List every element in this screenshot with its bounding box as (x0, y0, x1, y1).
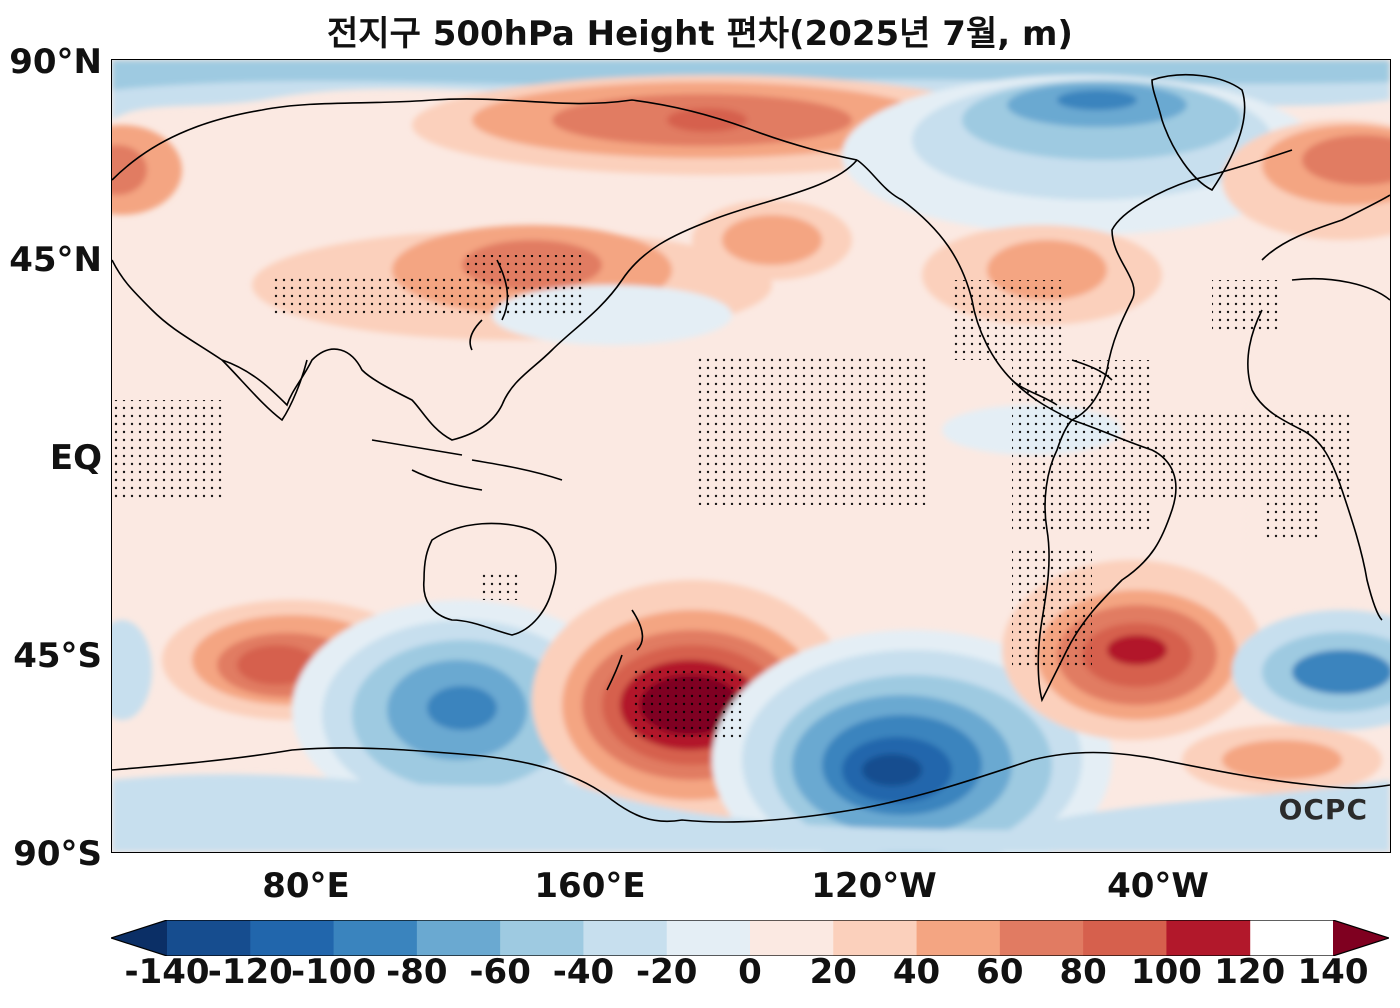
lat-label-90s: 90°S (13, 834, 102, 874)
colorbar-segment (750, 920, 834, 956)
anomaly-map: OCPC (111, 59, 1391, 853)
colorbar-segment (1166, 920, 1251, 956)
anomaly-map-svg (112, 60, 1390, 852)
colorbar-tick-label: -20 (635, 952, 698, 992)
significance-stippling (112, 255, 1352, 740)
colorbar-tick-label: -140 (124, 952, 210, 992)
colorbar-segment (167, 920, 251, 956)
lat-label-45s: 45°S (13, 636, 102, 676)
colorbar-tick-label: -120 (207, 952, 293, 992)
colorbar-tick-label: 60 (976, 952, 1024, 992)
colorbar (111, 920, 1389, 956)
lat-label-45n: 45°N (9, 240, 102, 280)
lat-label-90n: 90°N (9, 42, 102, 82)
colorbar-tick-label: 120 (1214, 952, 1286, 992)
lon-label-120w: 120°W (811, 866, 937, 906)
colorbar-tick-label: 40 (892, 952, 941, 992)
colorbar-tick-label: 80 (1059, 952, 1107, 992)
ocpc-watermark: OCPC (1278, 793, 1368, 826)
colorbar-segment (583, 920, 668, 956)
colorbar-segment (666, 920, 751, 956)
colorbar-tick-label: 20 (809, 952, 857, 992)
colorbar-segment (500, 920, 584, 956)
lon-label-80e: 80°E (262, 866, 350, 906)
colorbar-segment (1083, 920, 1167, 956)
colorbar-tick-label: 100 (1130, 952, 1202, 992)
colorbar-segment (999, 920, 1084, 956)
colorbar-tick-label: 140 (1297, 952, 1369, 992)
lon-label-40w: 40°W (1107, 866, 1209, 906)
colorbar-tick-label: -100 (291, 952, 377, 992)
colorbar-tick-label: 0 (738, 952, 762, 992)
colorbar-tick-label: -40 (552, 952, 615, 992)
map-title: 전지구 500hPa Height 편차(2025년 7월, m) (327, 14, 1073, 54)
colorbar-segment (416, 920, 501, 956)
colorbar-tick-label: -60 (469, 952, 531, 992)
colorbar-segment (250, 920, 335, 956)
lon-label-160e: 160°E (534, 866, 646, 906)
coastlines (112, 74, 1390, 823)
colorbar-tick-label: -80 (386, 952, 448, 992)
colorbar-extend-min (111, 920, 167, 956)
colorbar-segment (916, 920, 1001, 956)
lat-label-eq: EQ (49, 438, 102, 478)
colorbar-segment (833, 920, 918, 956)
colorbar-segment (333, 920, 418, 956)
colorbar-extend-max (1333, 920, 1389, 956)
